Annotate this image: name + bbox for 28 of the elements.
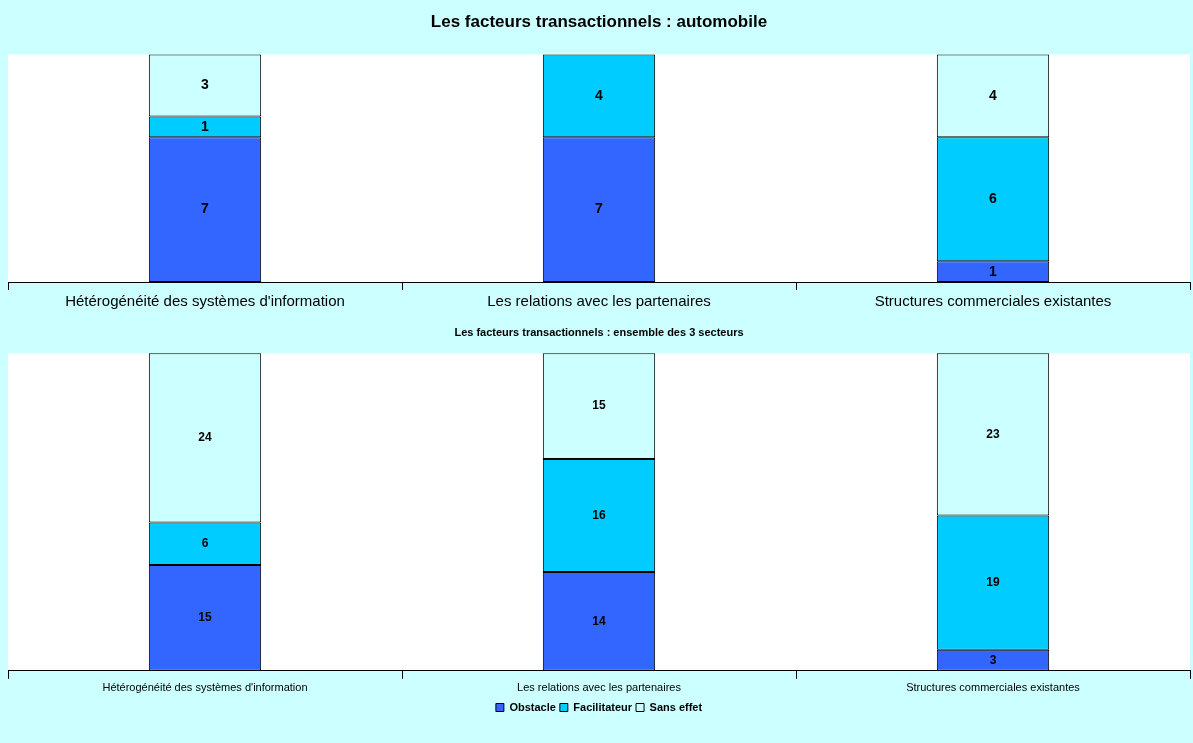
legend-label: Sans effet [649, 700, 703, 713]
x-tick-label: Les relations avec les partenaires [487, 292, 711, 310]
data-label: 7 [201, 200, 210, 217]
x-tick-label: Hétérogénéité des systèmes d'information [65, 292, 345, 310]
data-label: 23 [986, 426, 1000, 441]
data-label: 3 [201, 76, 210, 93]
legend-label: Facilitateur [573, 700, 633, 713]
data-label: 6 [201, 536, 209, 551]
x-tick-label: Hétérogénéité des systèmes d'information [102, 681, 308, 694]
legend-label: Obstacle [509, 700, 556, 713]
x-tick-label: Structures commerciales existantes [906, 681, 1081, 694]
data-label: 15 [592, 398, 606, 413]
data-label: 15 [198, 610, 212, 625]
data-label: 7 [595, 200, 604, 217]
data-label: 24 [198, 430, 212, 445]
data-label: 14 [592, 613, 606, 628]
data-label: 3 [989, 652, 997, 667]
chart-title: Les facteurs transactionnels : automobile [430, 11, 768, 31]
data-label: 19 [986, 574, 1000, 589]
data-label: 6 [989, 190, 998, 207]
data-label: 16 [592, 507, 606, 522]
data-label: 1 [201, 117, 210, 134]
data-label: 4 [989, 86, 998, 103]
chart-title: Les facteurs transactionnels : ensemble des 3 secteurs [454, 325, 744, 338]
data-label: 1 [989, 262, 998, 279]
x-tick-label: Structures commerciales existantes [874, 292, 1112, 310]
x-tick-label: Les relations avec les partenaires [517, 681, 682, 694]
data-label: 4 [595, 86, 604, 103]
